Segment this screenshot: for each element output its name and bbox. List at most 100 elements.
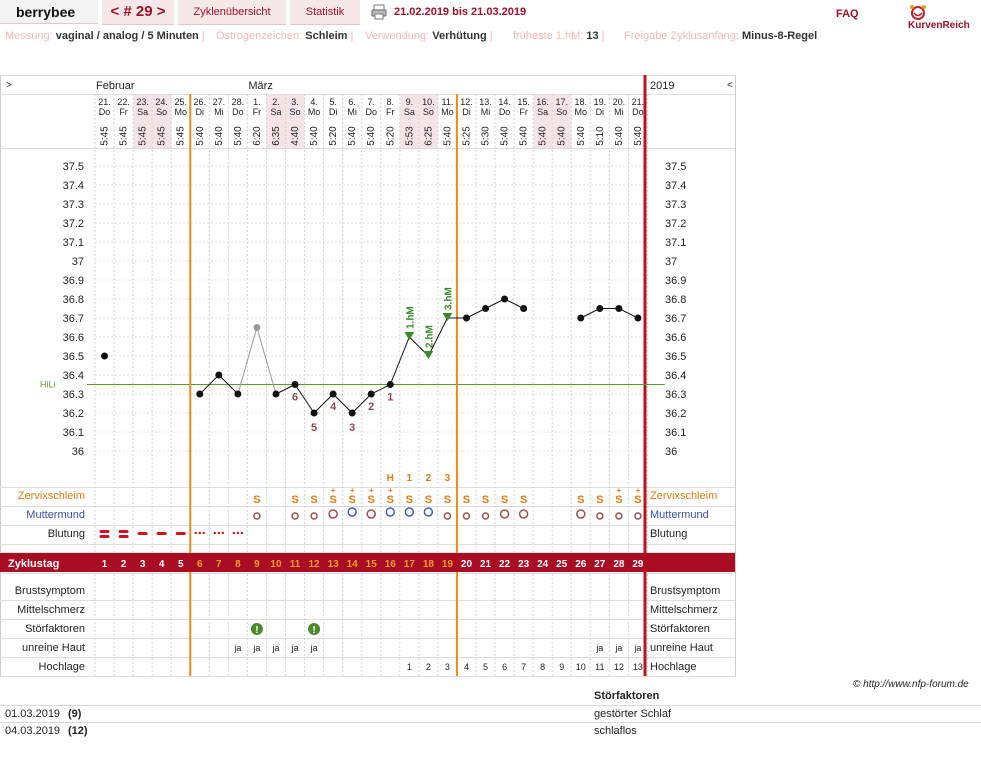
bleeding-spotting [194, 531, 197, 535]
day-date: 24. [155, 97, 168, 107]
cycle-nav[interactable]: < # 29 > [102, 0, 174, 25]
statistics-tab[interactable]: Statistik [290, 0, 360, 25]
temp-point [386, 381, 394, 388]
y-tick-right: 36 [665, 446, 677, 458]
bleeding-spotting [202, 531, 205, 535]
note-date: 04.03.2019 [5, 725, 61, 737]
mucus-plus: + [388, 486, 393, 495]
cycle-day-number: 24 [537, 559, 549, 570]
weekend-shade [418, 94, 438, 148]
overview-tab[interactable]: Zyklenübersicht [178, 0, 286, 25]
print-icon[interactable] [371, 4, 387, 20]
nav-right-button[interactable]: < [727, 80, 733, 91]
skin-mark: ja [614, 643, 622, 653]
high-measure-marker [404, 332, 415, 340]
meta-value: vaginal / analog / 5 Minuten [52, 30, 199, 42]
cycle-day-number: 11 [290, 559, 301, 570]
day-weekday: Mi [481, 107, 491, 117]
y-tick-right: 36.5 [665, 351, 686, 363]
measure-time: 5:40 [347, 126, 358, 146]
high-measure-marker [442, 313, 453, 321]
measure-time: 5:40 [233, 126, 244, 146]
day-date: 12. [460, 97, 473, 107]
temp-point [634, 314, 642, 322]
day-weekday: Mo [575, 107, 588, 117]
y-tick-right: 36.6 [665, 332, 686, 344]
y-tick-left: 36.4 [63, 370, 84, 382]
temp-line-segment [351, 393, 372, 414]
meta-item: Östrogenzeichen: Schleim | [216, 30, 354, 42]
high-measure-label: 1.hM [405, 306, 416, 329]
mucus-mark: S [406, 494, 413, 506]
bleeding-medium [156, 532, 167, 535]
high-phase-day: 4 [464, 662, 469, 672]
day-date: 10. [422, 97, 435, 107]
day-weekday: Mi [614, 107, 624, 117]
mucus-mark: S [520, 494, 527, 506]
day-date: 13. [479, 97, 492, 107]
day-date: 20. [613, 97, 626, 107]
chart-grid [0, 75, 736, 677]
y-tick-left: 36.1 [63, 427, 84, 439]
day-date: 4. [310, 97, 318, 107]
day-date: 7. [367, 97, 375, 107]
cervix-mark [615, 512, 623, 520]
cervix-mark [347, 507, 357, 517]
day-weekday: So [423, 107, 434, 117]
mucus-mark: S [596, 494, 603, 506]
cervix-mark [596, 512, 604, 520]
meta-item: früheste 1.hM: 13 | [513, 30, 605, 42]
measure-time: 5:45 [157, 126, 168, 146]
measure-time: 5:40 [500, 126, 511, 146]
meta-item: Freigabe Zyklusanfang: Minus-8-Regel [624, 30, 817, 42]
measure-time: 5:40 [614, 126, 625, 146]
day-weekday: Do [99, 107, 111, 117]
cycle-day-number: 3 [140, 559, 146, 570]
y-tick-right: 37.5 [665, 161, 686, 173]
day-date: 26. [194, 97, 207, 107]
cycle-day-number: 17 [404, 559, 416, 570]
temp-point [310, 409, 318, 417]
measure-time: 5:20 [328, 126, 339, 146]
mucus-mark: S [349, 494, 356, 506]
skin-mark: ja [291, 643, 299, 653]
measure-time: 6:25 [423, 126, 434, 146]
note-cycleday: (9) [68, 708, 82, 720]
mucus-mark: S [634, 494, 641, 506]
y-tick-left: 37.5 [63, 161, 84, 173]
logo[interactable]: KurvenReich [908, 4, 981, 31]
skin-mark: ja [252, 643, 260, 653]
mucus-mark: S [577, 494, 584, 506]
bleeding-heavy [118, 535, 129, 538]
disturbance-icon [308, 623, 321, 635]
day-date: 16. [536, 97, 549, 107]
mucus-peak-label: H [387, 473, 394, 484]
top-bar: berrybee < # 29 > Zyklenübersicht Statis… [0, 0, 981, 31]
cycle-day-number: 18 [423, 559, 435, 570]
high-measure-label: 3.hM [443, 287, 454, 310]
temp-line-segment [618, 308, 639, 319]
measure-time: 5:40 [214, 126, 225, 146]
row-label-right-hoch: Hochlage [650, 661, 696, 673]
low-measure-label: 6 [292, 392, 298, 404]
y-tick-left: 37.3 [63, 199, 84, 211]
bleeding-medium [175, 532, 186, 535]
day-date: 6. [348, 97, 356, 107]
y-tick-left: 36.5 [63, 351, 84, 363]
cervix-mark [253, 512, 261, 520]
low-measure-label: 3 [349, 422, 355, 434]
faq-link[interactable]: FAQ [836, 8, 859, 20]
day-weekday: So [556, 107, 567, 117]
day-date: 21. [98, 97, 111, 107]
temp-point [253, 324, 261, 331]
y-tick-left: 36.7 [63, 313, 84, 325]
temp-line-segment [237, 327, 258, 395]
note-row: 01.03.2019 (9) gestörter Schlaf [0, 705, 981, 723]
high-phase-day: 5 [483, 662, 488, 672]
mucus-peak-label: 3 [445, 473, 451, 484]
day-date: 14. [498, 97, 511, 107]
meta-label: früheste 1.hM: [513, 30, 584, 42]
cycle-day-number: 14 [347, 559, 359, 570]
nav-left-button[interactable]: > [6, 80, 12, 91]
